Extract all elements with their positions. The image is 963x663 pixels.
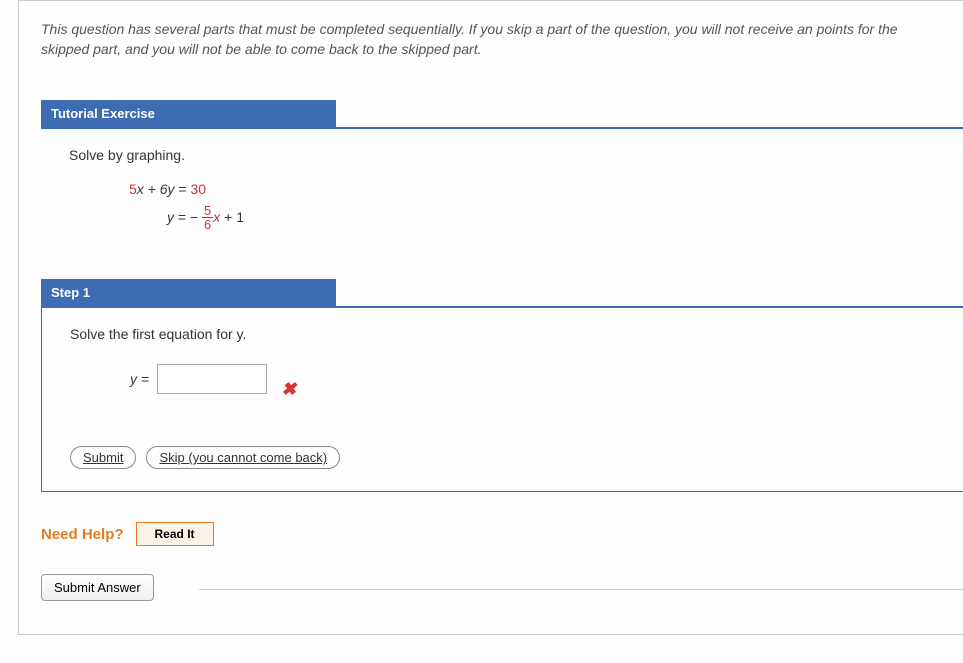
answer-row: y = ✖ [130, 364, 945, 394]
skip-button[interactable]: Skip (you cannot come back) [146, 446, 340, 469]
tutorial-section: Tutorial Exercise Solve by graphing. 5x … [19, 100, 963, 262]
eq1-coef-a: 5 [129, 181, 137, 197]
tutorial-prompt: Solve by graphing. [69, 147, 945, 163]
equation-2: y = − 56x + 1 [167, 203, 945, 232]
eq1-equals: = [175, 181, 191, 197]
incorrect-icon: ✖ [281, 379, 296, 400]
eq1-var-y: y [168, 181, 175, 197]
footer-rule [199, 589, 963, 590]
eq2-frac-num: 5 [202, 204, 213, 218]
eq2-tail: + 1 [220, 209, 244, 225]
step1-prompt: Solve the first equation for y. [70, 326, 945, 342]
need-help-row: Need Help? Read It [41, 522, 963, 546]
submit-answer-wrap: Submit Answer [41, 574, 963, 601]
equation-1: 5x + 6y = 30 [129, 175, 945, 203]
step1-section: Step 1 Solve the first equation for y. y… [19, 279, 963, 492]
eq2-frac-den: 6 [202, 218, 213, 231]
read-it-button[interactable]: Read It [136, 522, 214, 546]
eq2-fraction: 56 [202, 204, 213, 231]
need-help-label: Need Help? [41, 526, 124, 543]
eq1-mid: x + 6 [137, 181, 168, 197]
tutorial-header: Tutorial Exercise [41, 100, 336, 127]
eq2-neg: − [190, 209, 202, 225]
eq2-lhs: y [167, 209, 174, 225]
tutorial-body: Solve by graphing. 5x + 6y = 30 y = − 56… [41, 127, 963, 262]
equation-block: 5x + 6y = 30 y = − 56x + 1 [69, 175, 945, 232]
submit-answer-button[interactable]: Submit Answer [41, 574, 154, 601]
intro-text: This question has several parts that mus… [19, 1, 963, 68]
submit-button[interactable]: Submit [70, 446, 136, 469]
step1-header: Step 1 [41, 279, 336, 306]
step-button-row: Submit Skip (you cannot come back) [70, 446, 945, 469]
answer-input[interactable] [157, 364, 267, 394]
question-container: This question has several parts that mus… [18, 0, 963, 635]
eq1-rhs: 30 [191, 181, 207, 197]
step1-body: Solve the first equation for y. y = ✖ Su… [41, 306, 963, 492]
answer-label: y = [130, 371, 149, 387]
eq2-equals: = [174, 209, 190, 225]
